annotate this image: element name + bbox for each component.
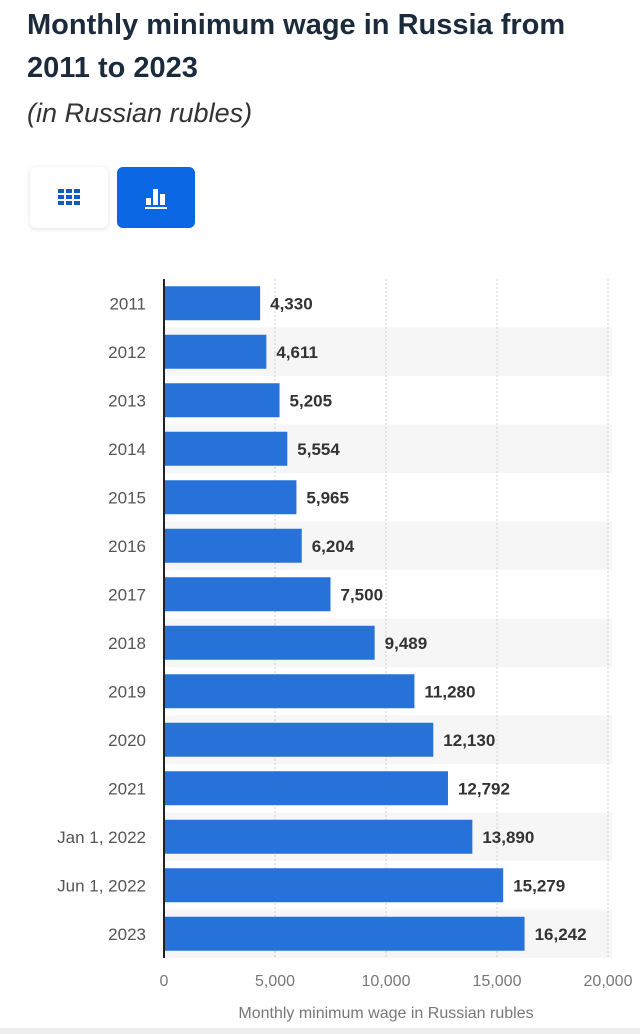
y-category-label: 2015 xyxy=(108,488,146,507)
grid-table-icon xyxy=(58,189,80,205)
x-tick-label: 20,000 xyxy=(584,973,633,990)
bar-value-label: 4,330 xyxy=(270,294,313,313)
bar-value-label: 12,792 xyxy=(458,779,510,798)
y-category-label: 2021 xyxy=(108,779,146,798)
bar xyxy=(164,577,331,612)
y-category-label: 2018 xyxy=(108,634,146,653)
bar-value-label: 5,205 xyxy=(290,391,333,410)
y-category-label: 2020 xyxy=(108,731,146,750)
y-category-label: 2014 xyxy=(108,440,146,459)
x-tick-label: 10,000 xyxy=(362,973,411,990)
y-category-label: Jan 1, 2022 xyxy=(57,828,146,847)
bar-value-label: 7,500 xyxy=(341,585,384,604)
x-tick-label: 0 xyxy=(160,973,169,990)
bar xyxy=(164,674,415,709)
bar-value-label: 5,965 xyxy=(306,488,349,507)
bar-value-label: 9,489 xyxy=(385,634,428,653)
bar-value-label: 4,611 xyxy=(276,343,318,362)
y-category-label: 2023 xyxy=(108,925,146,944)
x-axis-title: Monthly minimum wage in Russian rubles xyxy=(238,1005,533,1022)
bar xyxy=(164,480,297,515)
y-category-label: 2017 xyxy=(108,585,146,604)
bar-value-label: 16,242 xyxy=(535,925,587,944)
x-tick-label: 15,000 xyxy=(473,973,522,990)
y-category-label: 2011 xyxy=(109,294,146,313)
bar xyxy=(164,528,302,563)
bar-value-label: 11,280 xyxy=(424,682,475,701)
bar-value-label: 15,279 xyxy=(513,876,565,895)
bar xyxy=(164,383,280,418)
y-category-label: 2013 xyxy=(108,391,146,410)
bar-value-label: 12,130 xyxy=(443,731,495,750)
footer-divider xyxy=(0,1028,640,1034)
bar-value-label: 13,890 xyxy=(482,828,534,847)
y-category-label: 2019 xyxy=(108,682,146,701)
bar xyxy=(164,771,448,806)
y-category-label: Jun 1, 2022 xyxy=(57,876,146,895)
bar xyxy=(164,868,504,903)
chart-view-button[interactable] xyxy=(117,167,195,228)
bar xyxy=(164,431,288,466)
bar-value-label: 6,204 xyxy=(312,537,355,556)
y-category-label: 2016 xyxy=(108,537,146,556)
bar xyxy=(164,286,261,321)
chart-subtitle: (in Russian rubles) xyxy=(27,98,253,128)
x-tick-label: 5,000 xyxy=(255,973,295,990)
bar xyxy=(164,819,473,854)
chart-title: Monthly minimum wage in Russia from 2011… xyxy=(27,9,566,84)
bar xyxy=(164,916,525,951)
bar xyxy=(164,625,375,660)
table-view-button[interactable] xyxy=(30,167,108,228)
bar xyxy=(164,334,267,369)
bar-value-label: 5,554 xyxy=(297,440,340,459)
y-category-label: 2012 xyxy=(108,343,146,362)
bar xyxy=(164,722,434,757)
bar-chart-icon xyxy=(145,188,167,209)
